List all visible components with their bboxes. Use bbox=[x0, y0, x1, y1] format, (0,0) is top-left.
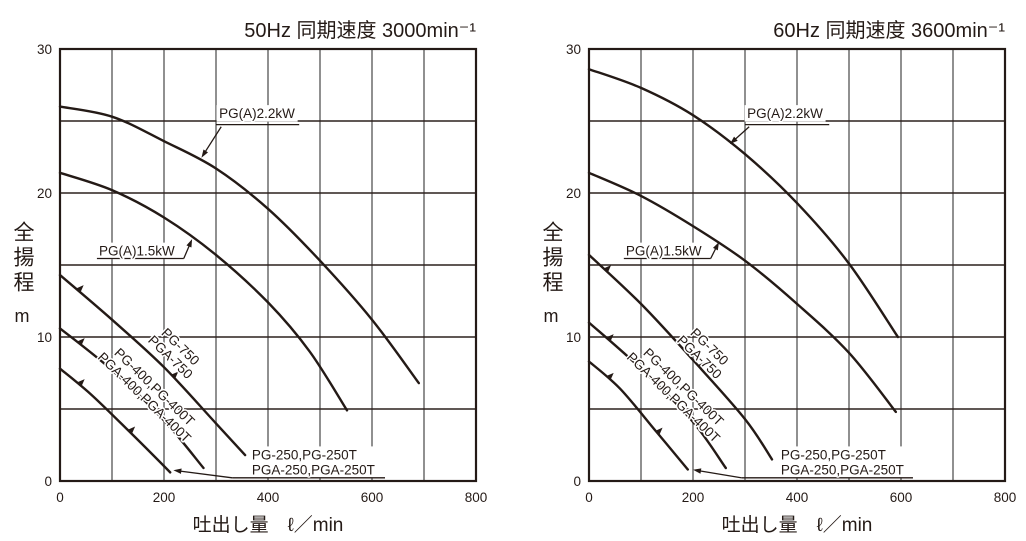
flow-direction-arrow bbox=[606, 372, 614, 381]
leader-arrowhead bbox=[712, 241, 719, 251]
curve-label-group: PG(A)1.5kW bbox=[96, 239, 193, 260]
curve-label-text: PG-250,PG-250T bbox=[252, 447, 357, 462]
flow-direction-arrow bbox=[672, 398, 681, 406]
leader-arrowhead bbox=[729, 136, 738, 145]
curve-label-text: PGA-250,PGA-250T bbox=[781, 462, 904, 477]
flow-direction-arrow bbox=[77, 338, 85, 346]
flow-direction-arrow bbox=[170, 371, 179, 380]
curve-pg-250-pg-250t-pga-250-pga-250t bbox=[587, 360, 689, 471]
y-tick-label: 0 bbox=[573, 474, 581, 489]
label-leader-line bbox=[695, 469, 742, 479]
label-background bbox=[216, 105, 298, 122]
label-leader-line bbox=[202, 126, 222, 156]
flow-direction-arrow bbox=[697, 362, 705, 370]
y-axis-label-50hz: 全揚程 m bbox=[8, 221, 36, 327]
y-tick-label: 30 bbox=[566, 42, 581, 57]
flow-direction-arrow bbox=[655, 427, 663, 436]
curve-pg-750-pga-750 bbox=[587, 253, 774, 461]
plot-border bbox=[587, 47, 1007, 483]
curve-label-text: PG(A)1.5kW bbox=[626, 244, 702, 259]
x-tick-label: 800 bbox=[465, 490, 488, 505]
curve-label-group: PG(A)2.2kW bbox=[201, 105, 300, 158]
y-tick-label: 0 bbox=[44, 474, 52, 489]
leader-arrowhead bbox=[186, 239, 193, 248]
flow-direction-arrow bbox=[127, 426, 136, 435]
x-tick-label: 400 bbox=[257, 490, 280, 505]
flow-direction-arrow bbox=[603, 265, 612, 273]
x-tick-label: 400 bbox=[786, 490, 809, 505]
leader-arrowhead bbox=[693, 468, 702, 474]
curve-pg-a-2-2kw bbox=[587, 68, 900, 339]
x-axis-label-50hz: 吐出し量 ℓ／min bbox=[192, 515, 344, 536]
label-background bbox=[744, 105, 826, 122]
label-leader-line bbox=[176, 469, 233, 479]
chart-50hz: PG(A)2.2kWPG(A)1.5kWPG-750PGA-750PG-400,… bbox=[37, 42, 487, 505]
leader-arrowhead bbox=[201, 149, 209, 158]
label-background bbox=[249, 446, 378, 478]
flow-direction-arrow bbox=[77, 379, 85, 387]
curve-pg-400-pg-400t-pga-400-pga-400t bbox=[587, 321, 727, 470]
leader-arrowhead bbox=[173, 468, 182, 474]
y-tick-label: 20 bbox=[37, 186, 52, 201]
y-axis-label-text: 全揚程 bbox=[11, 221, 34, 296]
plot-border bbox=[58, 47, 478, 483]
y-tick-label: 10 bbox=[37, 330, 52, 345]
x-tick-label: 600 bbox=[890, 490, 913, 505]
curve-pg-a-1-5kw bbox=[58, 171, 349, 412]
chart-title-60hz: 60Hz 同期速度 3600min⁻¹ bbox=[773, 20, 1005, 42]
y-axis-label-text: 全揚程 bbox=[540, 221, 563, 296]
y-axis-unit: m bbox=[543, 306, 559, 326]
y-axis-label-60hz: 全揚程 m bbox=[537, 221, 565, 327]
curve-label-text: PGA-250,PGA-250T bbox=[252, 462, 375, 477]
x-tick-label: 600 bbox=[361, 490, 384, 505]
flow-direction-arrow bbox=[145, 399, 154, 408]
x-tick-label: 200 bbox=[682, 490, 705, 505]
chart-title-50hz: 50Hz 同期速度 3000min⁻¹ bbox=[244, 20, 476, 42]
y-tick-label: 20 bbox=[566, 186, 581, 201]
curve-label-text: PG(A)2.2kW bbox=[219, 106, 295, 121]
label-background bbox=[778, 446, 907, 478]
curve-pg-250-pg-250t-pga-250-pga-250t bbox=[58, 367, 172, 474]
curve-label-group: PG(A)1.5kW bbox=[623, 241, 719, 260]
curve-label-text: PG-250,PG-250T bbox=[781, 447, 886, 462]
x-tick-label: 800 bbox=[994, 490, 1017, 505]
curve-pg-a-2-2kw bbox=[58, 105, 420, 385]
curve-pg-400-pg-400t-pga-400-pga-400t bbox=[58, 327, 205, 470]
x-axis-label-60hz: 吐出し量 ℓ／min bbox=[721, 515, 873, 536]
curve-pg-750-pga-750 bbox=[58, 273, 247, 457]
x-tick-label: 200 bbox=[153, 490, 176, 505]
label-background bbox=[96, 242, 178, 260]
curve-label-text: PG(A)1.5kW bbox=[99, 244, 175, 259]
curve-pg-a-1-5kw bbox=[587, 171, 897, 414]
y-axis-unit: m bbox=[14, 306, 30, 326]
y-tick-label: 30 bbox=[37, 42, 52, 57]
flow-direction-arrow bbox=[606, 334, 614, 342]
label-background bbox=[623, 242, 705, 260]
flow-direction-arrow bbox=[76, 285, 84, 293]
curve-label-text: PG(A)2.2kW bbox=[747, 106, 823, 121]
x-tick-label: 0 bbox=[585, 490, 593, 505]
curve-label-group: PG(A)2.2kW bbox=[729, 105, 830, 145]
y-tick-label: 10 bbox=[566, 330, 581, 345]
chart-60hz: PG(A)2.2kWPG(A)1.5kWPG-750PGA-750PG-400,… bbox=[566, 42, 1016, 505]
x-tick-label: 0 bbox=[56, 490, 64, 505]
